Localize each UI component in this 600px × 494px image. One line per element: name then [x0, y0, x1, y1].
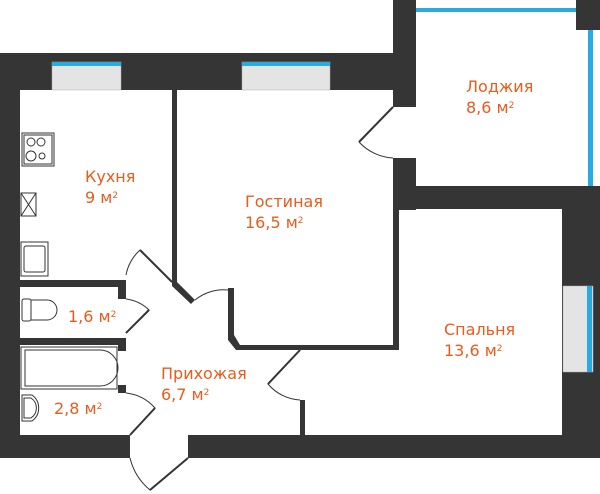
room-label-hallway: Прихожая 6,7 м2: [161, 364, 247, 404]
bathtub-icon: [20, 346, 119, 390]
vent-shaft-icon: [20, 192, 37, 217]
windows: [51, 8, 594, 373]
kitchen-sink-icon: [20, 241, 49, 277]
room-label-loggia: Лоджия 8,6 м2: [466, 77, 534, 117]
room-label-living: Гостиная 16,5 м2: [245, 192, 323, 232]
room-label-kitchen: Кухня 9 м2: [85, 167, 136, 207]
room-label-toilet: 1,6 м2: [68, 307, 117, 326]
doors[interactable]: [125, 106, 394, 491]
room-label-bedroom: Спальня 13,6 м2: [444, 320, 516, 360]
washbasin-icon: [21, 394, 40, 422]
room-label-bathroom: 2,8 м2: [54, 399, 103, 418]
stove-icon: [21, 132, 55, 167]
toilet-icon: [21, 298, 58, 322]
